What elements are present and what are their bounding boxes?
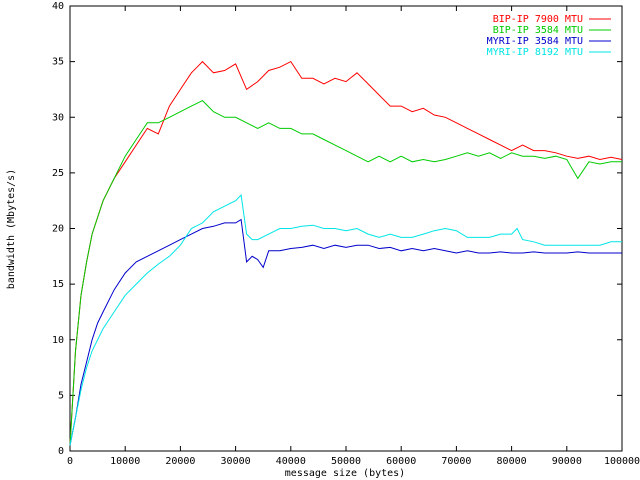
series-line-4: [69, 194, 622, 446]
x-tick-label: 70000: [441, 456, 471, 467]
plot-frame: [69, 5, 623, 452]
legend-label: MYRI-IP 8192 MTU: [487, 47, 583, 58]
x-tick-label: 0: [67, 456, 73, 467]
y-tick-label: 25: [52, 168, 64, 179]
y-tick-label: 15: [52, 279, 64, 290]
x-tick-label: 100000: [604, 456, 640, 467]
y-tick-label: 40: [52, 1, 64, 12]
x-tick-label: 60000: [386, 456, 416, 467]
series-line-2: [69, 99, 622, 446]
x-tick-label: 80000: [497, 456, 527, 467]
legend-label: MYRI-IP 3584 MTU: [487, 36, 583, 47]
x-tick-label: 30000: [221, 456, 251, 467]
y-tick-label: 35: [52, 57, 64, 68]
y-tick-label: 30: [52, 112, 64, 123]
legend-label: BIP-IP 3584 MTU: [493, 25, 583, 36]
x-tick-label: 40000: [276, 456, 306, 467]
y-tick-label: 10: [52, 335, 64, 346]
y-tick-label: 20: [52, 224, 64, 235]
x-tick-label: 90000: [552, 456, 582, 467]
y-axis-label: bandwidth (Mbytes/s): [6, 169, 17, 289]
y-tick-label: 0: [58, 446, 64, 457]
series-line-3: [69, 218, 622, 446]
y-tick-label: 5: [58, 390, 64, 401]
x-tick-label: 20000: [165, 456, 195, 467]
x-tick-label: 50000: [331, 456, 361, 467]
x-axis-label: message size (bytes): [285, 468, 405, 479]
legend-label: BIP-IP 7900 MTU: [493, 14, 583, 25]
axes: 0 5 10 15 20 25 30 35 40 0 10000 20000 30000 40000 500…: [52, 1, 640, 467]
series-lines: [69, 60, 623, 446]
series-line-1: [69, 60, 623, 446]
x-tick-label: 10000: [110, 456, 140, 467]
